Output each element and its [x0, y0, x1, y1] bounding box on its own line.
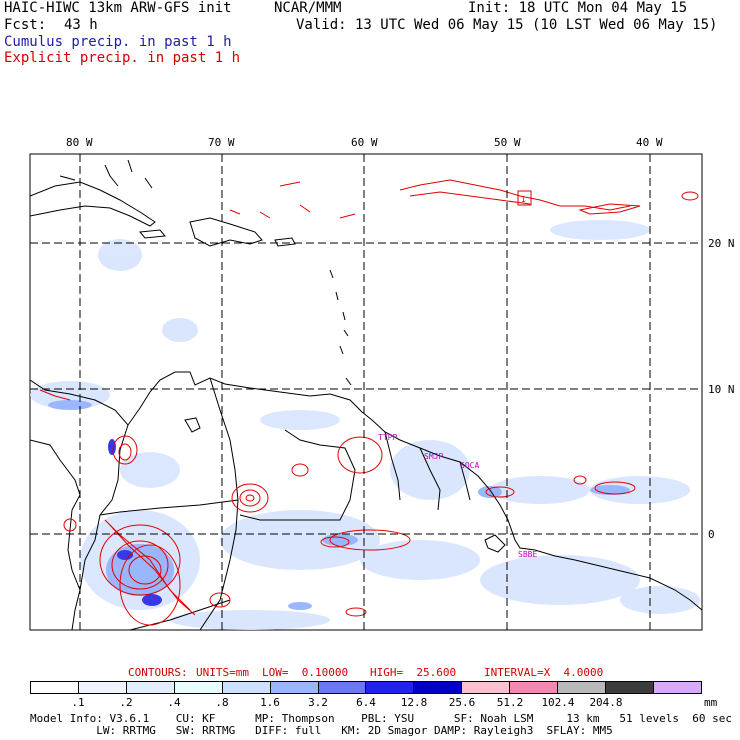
legend-explicit: Explicit precip. in past 1 h: [4, 50, 241, 66]
colorbar-swatch: [77, 682, 126, 693]
contours-interval: INTERVAL=X 4.0000: [484, 666, 604, 679]
colorbar-swatch: [652, 682, 701, 693]
forecast-hours: 43 h: [64, 17, 98, 33]
colorbar-swatch: [509, 682, 558, 693]
colorbar-level-label: .2: [119, 696, 133, 709]
contours-label: CONTOURS:: [128, 666, 188, 679]
forecast-label: Fcst:: [4, 17, 47, 33]
lon-label-80w: 80 W: [66, 136, 93, 149]
colorbar-swatch: [125, 682, 174, 693]
valid-time: Valid: 13 UTC Wed 06 May 15 (10 LST Wed …: [296, 17, 718, 33]
station-smjp: SMJP: [424, 452, 443, 461]
colorbar-level-label: .8: [215, 696, 229, 709]
lat-label-10n: 10 N: [708, 383, 735, 396]
colorbar-swatch: [269, 682, 318, 693]
explicit-precip-contours: [39, 179, 699, 626]
model-info-line1: Model Info: V3.6.1 CU: KF MP: Thompson P…: [30, 712, 732, 725]
colorbar-swatch: [413, 682, 462, 693]
init-time: Init: 18 UTC Mon 04 May 15: [468, 0, 688, 16]
colorbar-swatch: [317, 682, 366, 693]
lon-label-70w: 70 W: [208, 136, 235, 149]
station-ttpp: TTPP: [378, 433, 397, 442]
lon-label-40w: 40 W: [636, 136, 663, 149]
colorbar-level-label: .4: [167, 696, 181, 709]
org-label: NCAR/MMM: [274, 0, 342, 16]
colorbar-swatch: [31, 682, 78, 693]
lat-label-eq: 0: [708, 528, 715, 541]
cumulus-precip-shading: [30, 220, 700, 630]
legend-cumulus: Cumulus precip. in past 1 h: [4, 34, 232, 50]
station-sbbe: SBBE: [518, 550, 537, 559]
contours-units: UNITS=mm: [196, 666, 249, 679]
marker-label: 1: [521, 195, 526, 204]
colorbar: [30, 681, 702, 694]
colorbar-swatch: [557, 682, 606, 693]
station-soca: SOCA: [460, 461, 479, 470]
colorbar-level-label: 1.6: [260, 696, 280, 709]
colorbar-level-label: 102.4: [541, 696, 575, 709]
colorbar-level-label: 6.4: [356, 696, 376, 709]
contours-low: LOW= 0.10000: [262, 666, 349, 679]
colorbar-level-label: 3.2: [308, 696, 328, 709]
contours-high: HIGH= 25.600: [370, 666, 457, 679]
lon-label-50w: 50 W: [494, 136, 521, 149]
colorbar-labels: .1 .2 .4 .8 1.6 3.2 6.4 12.8 25.6 51.2 102.4 204.8: [30, 696, 702, 709]
colorbar-unit: mm: [704, 696, 718, 709]
colorbar-swatch: [605, 682, 653, 693]
marker-box: [517, 190, 532, 206]
model-title: HAIC-HIWC 13km ARW-GFS init: [4, 0, 232, 16]
colorbar-swatch: [461, 682, 510, 693]
colorbar-swatch: [173, 682, 222, 693]
lon-label-60w: 60 W: [351, 136, 378, 149]
colorbar-swatch: [365, 682, 414, 693]
colorbar-level-label: 12.8: [400, 696, 428, 709]
cumulus-precip-heavy: [108, 439, 162, 606]
colorbar-level-label: 51.2: [496, 696, 524, 709]
lat-label-20n: 20 N: [708, 237, 735, 250]
colorbar-swatch: [221, 682, 270, 693]
coastlines: [30, 159, 702, 630]
colorbar-level-label: 204.8: [589, 696, 623, 709]
colorbar-level-label: .1: [71, 696, 85, 709]
lat-lon-grid: [30, 154, 702, 630]
model-info-line2: LW: RRTMG SW: RRTMG DIFF: full KM: 2D Sm…: [30, 724, 613, 737]
colorbar-level-label: 25.6: [448, 696, 476, 709]
